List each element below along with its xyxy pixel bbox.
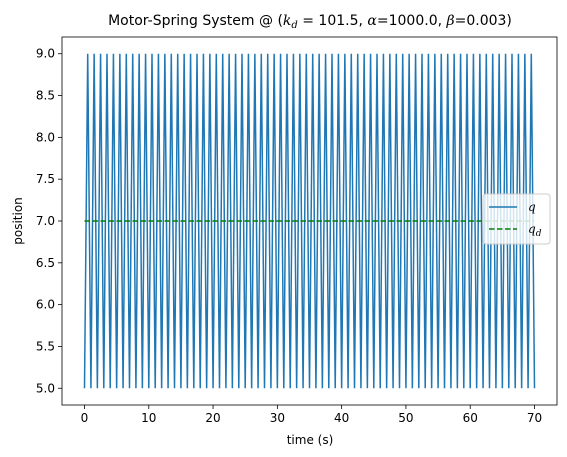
x-tick-label: 70: [527, 411, 542, 425]
x-axis-label: time (s): [287, 433, 334, 447]
y-tick-label: 8.0: [36, 130, 55, 144]
y-tick-label: 8.5: [36, 89, 55, 103]
y-tick-label: 5.0: [36, 381, 55, 395]
x-tick-label: 60: [463, 411, 478, 425]
y-tick-label: 6.0: [36, 298, 55, 312]
series-line-q: [83, 53, 536, 389]
y-axis-ticks: 5.0 5.5 6.0 6.5 7.0 7.5 8.0 8.5 9.0: [36, 47, 62, 395]
x-tick-label: 50: [398, 411, 413, 425]
y-axis-label: position: [11, 197, 25, 245]
y-tick-label: 6.5: [36, 256, 55, 270]
x-tick-label: 10: [141, 411, 156, 425]
y-tick-label: 5.5: [36, 339, 55, 353]
y-tick-label: 9.0: [36, 47, 55, 61]
legend-label-q: q: [528, 200, 536, 214]
chart-title: Motor-Spring System @ (kd = 101.5, α=100…: [108, 13, 512, 31]
plot-area: [83, 53, 536, 389]
x-tick-label: 40: [334, 411, 349, 425]
x-tick-label: 20: [205, 411, 220, 425]
x-tick-label: 30: [270, 411, 285, 425]
data-layer: [83, 53, 536, 389]
x-tick-label: 0: [81, 411, 89, 425]
y-tick-label: 7.5: [36, 172, 55, 186]
legend-label-qd: qd: [528, 222, 542, 239]
y-tick-label: 7.0: [36, 214, 55, 228]
legend: q qd: [482, 193, 551, 245]
x-axis-ticks: 0 10 20 30 40 50 60 70: [81, 405, 542, 425]
